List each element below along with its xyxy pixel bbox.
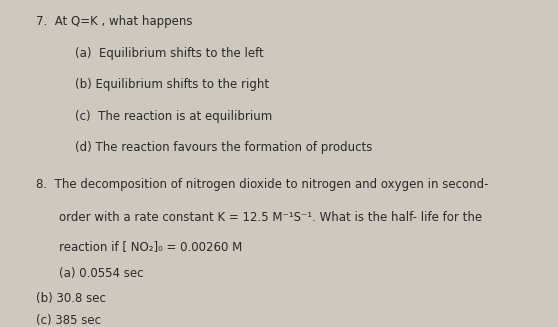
Text: 7.  At Q=K , what happens: 7. At Q=K , what happens — [36, 15, 193, 28]
Text: (b) Equilibrium shifts to the right: (b) Equilibrium shifts to the right — [75, 78, 270, 92]
Text: (b) 30.8 sec: (b) 30.8 sec — [36, 292, 106, 305]
Text: order with a rate constant K = 12.5 M⁻¹S⁻¹. What is the half- life for the: order with a rate constant K = 12.5 M⁻¹S… — [59, 211, 482, 224]
Text: (a) 0.0554 sec: (a) 0.0554 sec — [59, 267, 143, 280]
Text: (c)  The reaction is at equilibrium: (c) The reaction is at equilibrium — [75, 110, 272, 123]
Text: (c) 385 sec: (c) 385 sec — [36, 314, 101, 327]
Text: reaction if [ NO₂]₀ = 0.00260 M: reaction if [ NO₂]₀ = 0.00260 M — [59, 240, 242, 253]
Text: 8.  The decomposition of nitrogen dioxide to nitrogen and oxygen in second-: 8. The decomposition of nitrogen dioxide… — [36, 178, 489, 191]
Text: (a)  Equilibrium shifts to the left: (a) Equilibrium shifts to the left — [75, 47, 264, 60]
Text: (d) The reaction favours the formation of products: (d) The reaction favours the formation o… — [75, 141, 373, 154]
